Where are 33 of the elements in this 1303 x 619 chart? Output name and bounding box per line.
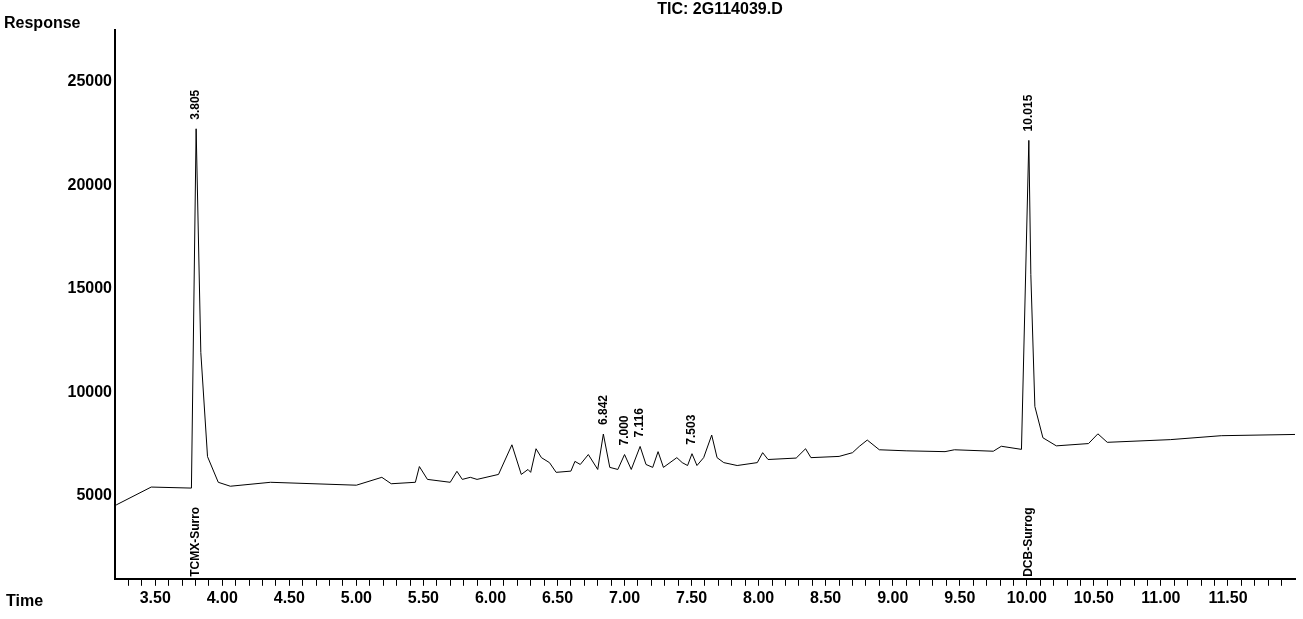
x-tick-label: 4.50 bbox=[273, 588, 305, 606]
annotation: 7.116 bbox=[632, 407, 647, 438]
x-tick-label: 7.50 bbox=[676, 588, 708, 606]
y-tick-label: 25000 bbox=[67, 72, 113, 90]
x-tick-label: 9.50 bbox=[944, 588, 976, 606]
annotation: 3.805 bbox=[188, 89, 203, 120]
x-tick-label: 11.00 bbox=[1141, 588, 1181, 606]
x-tick-label: 5.50 bbox=[407, 588, 440, 606]
x-tick-label: 6.00 bbox=[474, 588, 507, 606]
annotation: DCB-Surrog bbox=[1021, 507, 1036, 577]
x-tick-label: 6.50 bbox=[541, 588, 574, 606]
x-tick-label: 9.00 bbox=[877, 588, 909, 606]
x-tick-label: 8.50 bbox=[810, 588, 842, 606]
y-tick-label: 15000 bbox=[67, 279, 113, 297]
x-tick-label: 5.00 bbox=[340, 588, 373, 606]
x-tick-label: 3.50 bbox=[139, 588, 171, 606]
annotation: 7.503 bbox=[684, 414, 699, 445]
y-tick-label: 10000 bbox=[67, 382, 113, 400]
x-tick-label: 11.50 bbox=[1208, 588, 1248, 606]
annotation: 10.015 bbox=[1021, 94, 1036, 132]
x-tick-label: 10.50 bbox=[1073, 588, 1114, 606]
annotation: 7.000 bbox=[616, 415, 631, 446]
annotation: 6.842 bbox=[595, 394, 610, 426]
y-axis-title: Response bbox=[4, 14, 81, 32]
annotation: TCMX-Surro bbox=[188, 506, 203, 577]
y-tick-label: 20000 bbox=[67, 175, 113, 193]
x-tick-label: 10.00 bbox=[1006, 588, 1047, 606]
x-tick-label: 8.00 bbox=[743, 588, 775, 606]
x-tick-label: 4.00 bbox=[206, 588, 238, 606]
y-tick-label: 5000 bbox=[76, 486, 113, 504]
chart-title: TIC: 2G114039.D bbox=[657, 0, 783, 18]
x-tick-label: 7.00 bbox=[608, 588, 641, 606]
x-axis-title: Time bbox=[6, 592, 44, 610]
